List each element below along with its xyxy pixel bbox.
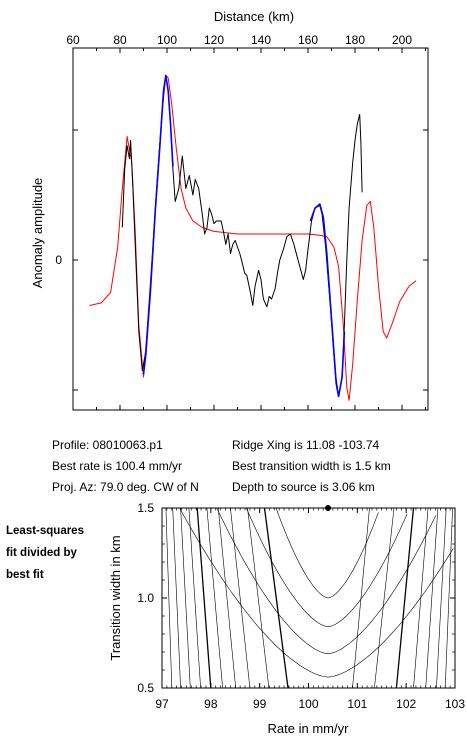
top-x-ticks: 60 80 100 120 140 160 180 200 xyxy=(66,33,426,410)
contour-lines xyxy=(165,507,454,689)
bottom-x-tick-label: 101 xyxy=(347,697,367,711)
top-series xyxy=(89,74,417,401)
contour-line xyxy=(444,507,453,689)
top-y-tick-label: 0 xyxy=(55,253,62,267)
contour-line xyxy=(217,507,236,689)
contour-line xyxy=(172,507,181,689)
contour-line xyxy=(395,507,415,689)
best-rate-text: Best rate is 100.4 mm/yr xyxy=(52,459,183,473)
contour-line xyxy=(263,507,289,689)
bottom-y-axis-title: Transition width in km xyxy=(108,535,123,660)
bottom-x-tick-label: 102 xyxy=(396,697,416,711)
contour-line xyxy=(247,507,270,689)
contour-line xyxy=(352,507,370,689)
contour-line xyxy=(425,507,439,689)
best-width-text: Best transition width is 1.5 km xyxy=(232,459,391,473)
contour-chart: 97 98 99 100 101 102 103 0.5 1.0 1.5 Rate in mm/… xyxy=(108,501,465,736)
bottom-y-tick-label: 0.5 xyxy=(137,681,154,695)
anomaly-profile-chart: Distance (km) Anomaly amplitude 60 80 100 1… xyxy=(30,9,429,411)
top-x-tick-label: 120 xyxy=(204,33,224,47)
contour-line xyxy=(246,507,408,628)
top-y-axis-title: Anomaly amplitude xyxy=(30,178,45,289)
best-fit-marker xyxy=(325,505,332,511)
source-depth-text: Depth to source is 3.06 km xyxy=(232,480,375,494)
top-x-tick-label: 80 xyxy=(113,33,127,47)
top-x-tick-label: 180 xyxy=(345,33,365,47)
top-x-tick-label: 200 xyxy=(392,33,412,47)
bottom-x-tick-label: 99 xyxy=(253,697,267,711)
side-note-line-2: fit divided by xyxy=(6,547,77,559)
top-y-ticks: 0 xyxy=(55,129,428,391)
contour-line xyxy=(188,507,201,689)
contour-line xyxy=(180,507,191,689)
bottom-y-tick-label: 1.5 xyxy=(137,501,154,515)
side-note-line-1: Least-squares xyxy=(6,525,84,537)
top-x-tick-label: 60 xyxy=(66,33,80,47)
bottom-x-tick-label: 98 xyxy=(204,697,218,711)
series-line-fit-window xyxy=(142,74,174,375)
series-line-model xyxy=(89,74,417,401)
contour-line xyxy=(165,507,173,689)
bottom-x-axis-title: Rate in mm/yr xyxy=(268,721,350,736)
series-line-observed xyxy=(121,74,363,397)
ridge-crossing-text: Ridge Xing is 11.08 -103.74 xyxy=(232,438,380,452)
side-note-line-3: best fit xyxy=(6,569,44,581)
contour-line xyxy=(413,507,429,689)
bottom-x-tick-label: 100 xyxy=(298,697,318,711)
contour-line xyxy=(275,507,379,599)
bottom-x-tick-label: 97 xyxy=(155,697,169,711)
contour-line xyxy=(196,507,212,689)
projection-azimuth-text: Proj. Az: 79.0 deg. CW of N xyxy=(52,480,199,494)
top-x-axis-title: Distance (km) xyxy=(214,9,294,24)
contour-line xyxy=(436,507,447,689)
contour-line xyxy=(230,507,251,689)
top-x-tick-label: 100 xyxy=(157,33,177,47)
bottom-y-ticks: 0.5 1.0 1.5 xyxy=(137,501,455,695)
top-x-tick-label: 140 xyxy=(251,33,271,47)
contour-line xyxy=(206,507,223,689)
bottom-x-tick-label: 103 xyxy=(445,697,465,711)
top-plot-frame xyxy=(72,47,429,411)
series-line-fit-window xyxy=(309,203,346,398)
contour-line xyxy=(216,507,437,655)
bottom-x-ticks: 97 98 99 100 101 102 103 xyxy=(155,508,465,711)
bottom-y-tick-label: 1.0 xyxy=(137,591,154,605)
contour-line xyxy=(374,507,395,689)
top-x-tick-label: 160 xyxy=(298,33,318,47)
profile-name-text: Profile: 08010063.p1 xyxy=(52,438,163,452)
